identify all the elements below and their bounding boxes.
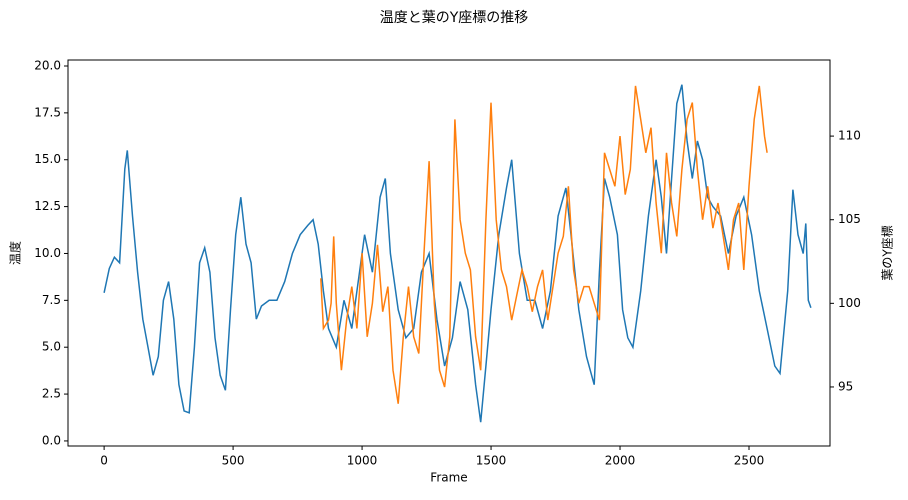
x-tick-label: 0 [100,454,108,468]
y-tick-label: 12.5 [34,199,61,213]
y2-tick-label: 110 [838,129,861,143]
data-line [320,85,768,404]
chart-title: 温度と葉のY座標の推移 [380,10,529,26]
y-tick-label: 7.5 [42,293,61,307]
y-tick-label: 20.0 [34,58,61,72]
y-axis-label: 温度 [8,241,23,265]
y2-tick-label: 95 [838,379,853,393]
y2-tick-label: 100 [838,296,861,310]
y2-axis-label: 葉のY座標 [880,225,895,280]
data-line [103,84,812,423]
y-tick-label: 10.0 [34,246,61,260]
y-tick-label: 2.5 [42,387,61,401]
plot-frame [67,59,831,447]
x-tick-label: 1500 [476,454,507,468]
y-tick-label: 17.5 [34,105,61,119]
x-tick-label: 500 [222,454,245,468]
y-tick-label: 15.0 [34,152,61,166]
y-tick-label: 0.0 [42,433,61,447]
y-tick-label: 5.0 [42,340,61,354]
x-axis-label: Frame [430,471,467,485]
x-tick-label: 2000 [605,454,636,468]
y2-tick-label: 105 [838,212,861,226]
x-tick-label: 2500 [734,454,765,468]
x-tick-label: 1000 [347,454,378,468]
